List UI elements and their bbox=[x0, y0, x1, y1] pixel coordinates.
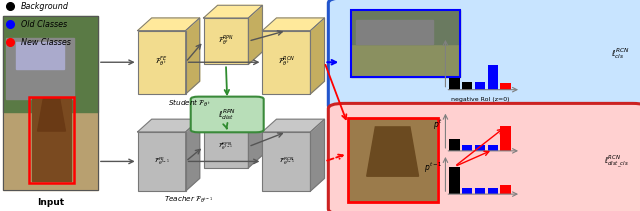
Polygon shape bbox=[31, 98, 72, 181]
Bar bbox=[475, 188, 485, 194]
FancyBboxPatch shape bbox=[138, 31, 186, 94]
Polygon shape bbox=[367, 127, 419, 176]
Bar bbox=[488, 188, 498, 194]
Bar bbox=[500, 126, 511, 151]
Text: $\mathcal{F}_{\theta^t}^{FE}$: $\mathcal{F}_{\theta^t}^{FE}$ bbox=[155, 55, 168, 69]
Polygon shape bbox=[3, 112, 98, 190]
Text: negative RoI (z=0): negative RoI (z=0) bbox=[451, 97, 509, 102]
Text: Background: Background bbox=[21, 2, 69, 11]
Text: Teacher $\mathcal{F}_{\theta^{t-1}}$: Teacher $\mathcal{F}_{\theta^{t-1}}$ bbox=[164, 195, 214, 205]
Polygon shape bbox=[248, 5, 262, 64]
Bar bbox=[500, 83, 511, 90]
Text: Student $\mathcal{F}_{\theta^t}$: Student $\mathcal{F}_{\theta^t}$ bbox=[168, 98, 210, 109]
Bar bbox=[500, 185, 511, 194]
FancyBboxPatch shape bbox=[204, 18, 248, 64]
FancyBboxPatch shape bbox=[262, 31, 310, 94]
Text: $\ell_{cls}^{RCN}$: $\ell_{cls}^{RCN}$ bbox=[611, 46, 629, 61]
Polygon shape bbox=[356, 20, 433, 44]
Polygon shape bbox=[138, 18, 200, 31]
Text: $p^{t-1}$: $p^{t-1}$ bbox=[424, 160, 443, 175]
Bar bbox=[449, 78, 460, 90]
Bar bbox=[475, 82, 485, 90]
Text: $\mathcal{F}_{\theta^t}^{RPN}$: $\mathcal{F}_{\theta^t}^{RPN}$ bbox=[218, 34, 234, 48]
Polygon shape bbox=[186, 18, 200, 94]
Polygon shape bbox=[38, 98, 65, 131]
Polygon shape bbox=[3, 16, 98, 112]
Polygon shape bbox=[310, 18, 324, 94]
Text: $\mathcal{F}_{\theta^t}^{RCN}$: $\mathcal{F}_{\theta^t}^{RCN}$ bbox=[278, 55, 295, 69]
Bar bbox=[488, 65, 498, 90]
Polygon shape bbox=[262, 18, 324, 31]
Bar bbox=[462, 145, 472, 151]
Polygon shape bbox=[310, 119, 324, 191]
Bar bbox=[462, 188, 472, 194]
Text: $p^t$: $p^t$ bbox=[433, 117, 443, 131]
Polygon shape bbox=[262, 119, 324, 132]
Text: $\mathcal{F}_{\theta^{t-1}}^{RCN}$: $\mathcal{F}_{\theta^{t-1}}^{RCN}$ bbox=[278, 156, 294, 167]
Text: New Classes: New Classes bbox=[21, 38, 71, 47]
Bar bbox=[449, 139, 460, 151]
Text: $\mathcal{F}_{\theta^{t-1}}^{RPN}$: $\mathcal{F}_{\theta^{t-1}}^{RPN}$ bbox=[218, 141, 234, 152]
FancyBboxPatch shape bbox=[204, 126, 248, 168]
Polygon shape bbox=[204, 113, 262, 126]
Text: $\ell_{dist\_cls}^{RCN}$: $\ell_{dist\_cls}^{RCN}$ bbox=[604, 154, 629, 170]
Text: $\mathcal{F}_{\theta^{t-1}}^{FE}$: $\mathcal{F}_{\theta^{t-1}}^{FE}$ bbox=[154, 156, 170, 167]
FancyBboxPatch shape bbox=[138, 132, 186, 191]
Text: Input: Input bbox=[37, 198, 64, 207]
Polygon shape bbox=[16, 42, 64, 69]
Bar bbox=[475, 145, 485, 151]
Bar bbox=[462, 82, 472, 90]
Polygon shape bbox=[138, 119, 200, 132]
Polygon shape bbox=[351, 10, 460, 44]
Bar bbox=[488, 145, 498, 151]
Polygon shape bbox=[204, 5, 262, 18]
FancyBboxPatch shape bbox=[328, 0, 640, 111]
FancyBboxPatch shape bbox=[262, 132, 310, 191]
FancyBboxPatch shape bbox=[328, 103, 640, 211]
Polygon shape bbox=[351, 44, 460, 77]
Polygon shape bbox=[6, 38, 74, 99]
Polygon shape bbox=[248, 113, 262, 168]
Text: $\ell_{dist}^{RPN}$: $\ell_{dist}^{RPN}$ bbox=[218, 107, 236, 122]
Polygon shape bbox=[186, 119, 200, 191]
Bar bbox=[449, 167, 460, 194]
Text: Old Classes: Old Classes bbox=[21, 20, 67, 29]
Polygon shape bbox=[349, 119, 436, 201]
FancyBboxPatch shape bbox=[191, 97, 264, 132]
